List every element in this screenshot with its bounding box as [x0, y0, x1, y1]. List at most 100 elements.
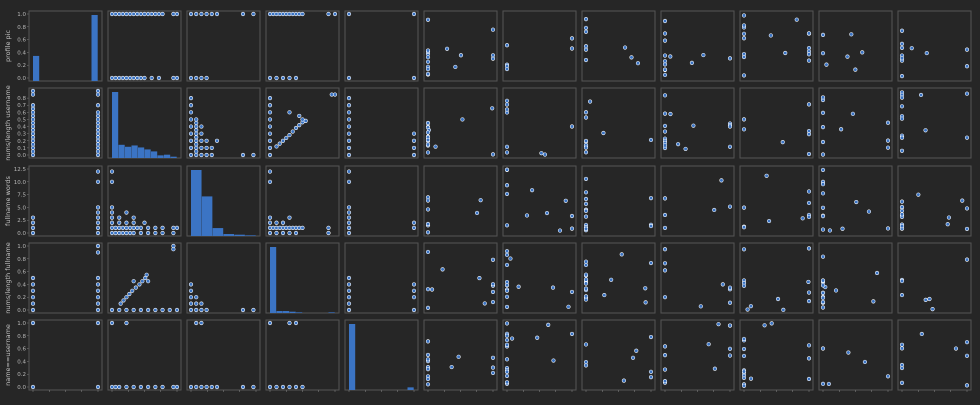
- scatter-point: [425, 382, 431, 387]
- scatter-point: [820, 205, 826, 210]
- y-tick-label: 10.0: [14, 180, 27, 186]
- scatter-point: [131, 215, 136, 220]
- scatter-point: [504, 249, 510, 254]
- scatter-point: [267, 131, 273, 136]
- scatter-point: [919, 331, 924, 337]
- scatter-point: [569, 36, 575, 41]
- scatter-point: [133, 285, 138, 290]
- scatter-point: [194, 295, 199, 300]
- scatter-point: [194, 320, 199, 326]
- scatter-point: [127, 230, 133, 236]
- histogram-bar: [131, 145, 138, 158]
- scatter-point: [131, 225, 136, 230]
- scatter-point: [240, 11, 246, 17]
- scatter-point: [287, 230, 292, 236]
- scatter-point: [923, 297, 928, 302]
- histogram-bar: [144, 149, 151, 158]
- scatter-point: [144, 272, 149, 277]
- scatter-point: [918, 92, 924, 98]
- scatter-point: [188, 75, 194, 81]
- scatter-point: [117, 75, 122, 81]
- scatter-point: [741, 36, 747, 41]
- scatter-point: [504, 183, 510, 188]
- scatter-point: [95, 117, 101, 122]
- scatter-point: [504, 373, 510, 378]
- scatter-point: [583, 145, 589, 150]
- scatter-point: [188, 11, 194, 17]
- scatter-point: [95, 149, 101, 154]
- scatter-point: [425, 130, 431, 135]
- y-tick-label: 0.7: [17, 103, 26, 109]
- scatter-point: [727, 353, 733, 358]
- scatter-point: [850, 111, 855, 116]
- scatter-point: [820, 95, 826, 100]
- scatter-point: [490, 257, 496, 262]
- y-tick-label: 0.2: [17, 295, 26, 301]
- scatter-point: [960, 198, 965, 203]
- scatter-point: [109, 320, 115, 326]
- y-axis-label-fullname-digits: nums/length fullname: [4, 242, 12, 313]
- scatter-point: [662, 38, 668, 43]
- histogram-bar: [91, 15, 98, 81]
- scatter-point: [509, 336, 515, 341]
- scatter-point: [542, 152, 548, 157]
- scatter-point: [449, 364, 454, 370]
- scatter-point: [209, 384, 214, 390]
- scatter-point: [899, 208, 905, 213]
- subplot-axes: [344, 319, 419, 391]
- scatter-point: [899, 104, 905, 109]
- pairplot-row-fullname-words: fullname words 0.0 2.5 5.0 7.5 10.0 12.5: [4, 165, 972, 237]
- scatter-point: [648, 375, 654, 380]
- scatter-point: [569, 124, 575, 129]
- scatter-point: [504, 102, 510, 107]
- scatter-point: [583, 363, 589, 368]
- scatter-point: [95, 152, 101, 158]
- scatter-point: [188, 124, 194, 129]
- scatter-point: [30, 307, 36, 313]
- scatter-point: [909, 46, 914, 51]
- scatter-point: [113, 230, 118, 236]
- scatter-point: [425, 230, 431, 235]
- subplot-axes: [423, 10, 498, 82]
- subplot-axes: [107, 10, 182, 82]
- scatter-point: [113, 75, 118, 81]
- scatter-point: [267, 384, 273, 390]
- scatter-point: [209, 152, 214, 158]
- subplot-axes: [107, 319, 182, 391]
- scatter-point: [833, 288, 839, 293]
- histogram-bar: [212, 228, 224, 236]
- pairplot-row-name-equals-username: name==username 0.0 0.2 0.4 0.6 0.8 1.0: [4, 319, 972, 391]
- scatter-point: [516, 284, 521, 289]
- scatter-point: [194, 75, 199, 81]
- scatter-point: [806, 214, 812, 220]
- scatter-point: [346, 96, 352, 101]
- scatter-point: [745, 307, 750, 312]
- scatter-point: [806, 31, 812, 36]
- scatter-point: [109, 169, 115, 174]
- scatter-point: [899, 135, 905, 140]
- scatter-point: [719, 178, 724, 183]
- scatter-point: [30, 131, 36, 136]
- scatter-point: [806, 102, 812, 107]
- scatter-point: [425, 55, 431, 60]
- scatter-point: [346, 288, 352, 293]
- scatter-point: [820, 51, 826, 56]
- scatter-point: [146, 384, 151, 390]
- histogram-bar: [276, 311, 283, 313]
- scatter-point: [741, 54, 747, 60]
- scatter-point: [504, 337, 510, 343]
- scatter-point: [95, 250, 101, 255]
- scatter-point: [662, 129, 668, 134]
- scatter-point: [109, 215, 115, 220]
- scatter-point: [199, 124, 204, 129]
- scatter-point: [411, 131, 417, 136]
- scatter-point: [293, 384, 299, 390]
- scatter-point: [474, 210, 480, 216]
- scatter-point: [142, 11, 147, 17]
- scatter-point: [964, 226, 970, 231]
- scatter-point: [30, 220, 36, 225]
- subplot-axes: [344, 10, 419, 82]
- scatter-point: [504, 66, 510, 72]
- scatter-point: [583, 226, 589, 231]
